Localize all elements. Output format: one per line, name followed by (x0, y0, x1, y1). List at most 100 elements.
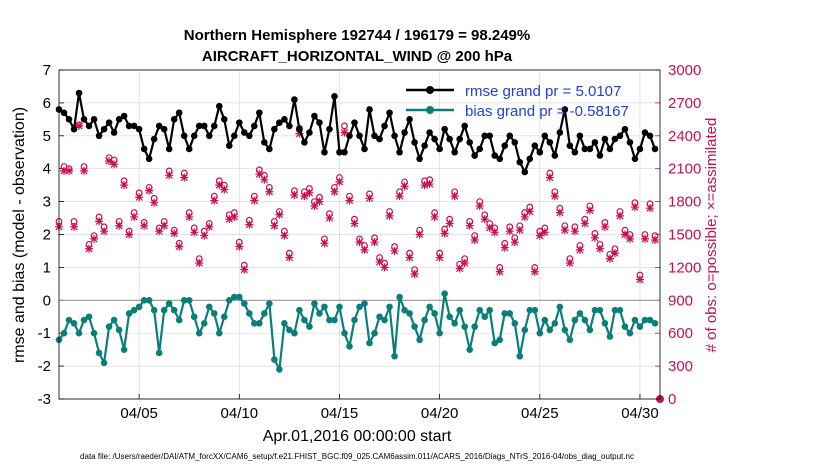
bias-point (396, 293, 403, 301)
rmse-point (311, 112, 318, 120)
bias-point (491, 339, 499, 347)
rmse-point (481, 132, 489, 140)
bias-point (150, 306, 158, 314)
rmse-point (306, 129, 313, 136)
obs-assimilated-point (170, 229, 179, 238)
rmse-point (251, 122, 258, 130)
rmse-point (491, 152, 499, 159)
rmse-point (516, 158, 524, 166)
bias-point (256, 320, 263, 327)
rmse-point (230, 132, 238, 140)
obs-assimilated-point (225, 215, 234, 224)
rmse-point (551, 152, 559, 159)
y2-tick-label: 2700 (668, 95, 701, 112)
rmse-point (210, 122, 218, 130)
rmse-point (426, 129, 433, 136)
bias-point (195, 329, 203, 337)
bias-point (501, 310, 509, 317)
rmse-point (110, 129, 118, 136)
rmse-point (541, 132, 549, 140)
rmse-point (65, 116, 73, 123)
bias-point (90, 329, 98, 337)
obs-assimilated-point (540, 228, 549, 237)
bias-point (271, 356, 278, 363)
obs-assimilated-point (575, 245, 584, 254)
rmse-point (381, 122, 388, 130)
bias-point (641, 316, 649, 324)
rmse-point (616, 132, 624, 140)
bias-point (261, 310, 268, 317)
rmse-point (471, 152, 478, 159)
bias-point (155, 349, 163, 357)
bias-point (581, 316, 589, 324)
bias-point (541, 316, 549, 324)
rmse-point (476, 145, 484, 153)
rmse-point (246, 132, 253, 140)
obs-assimilated-point (240, 265, 249, 274)
bias-point (361, 300, 368, 307)
bias-point (601, 320, 609, 327)
bias-point (170, 306, 178, 314)
obs-assimilated-point (525, 207, 534, 216)
bias-point (441, 290, 448, 298)
bias-point (326, 316, 333, 324)
rmse-point (456, 135, 463, 143)
rmse-point (261, 139, 268, 146)
rmse-point (626, 139, 634, 146)
rmse-point (511, 139, 519, 146)
rmse-point (356, 132, 363, 140)
obs-assimilated-point (380, 263, 389, 272)
bias-point (536, 329, 544, 337)
obs-assimilated-point (250, 196, 259, 205)
rmse-point (351, 119, 358, 126)
obs-assimilated-point (490, 228, 499, 237)
legend-rmse-marker (426, 86, 434, 94)
rmse-series (55, 89, 659, 176)
bias-point (591, 306, 599, 314)
obs-assimilated-point (70, 222, 79, 231)
bias-point (311, 300, 318, 307)
y2-tick-label: 2100 (668, 161, 701, 178)
bias-point (100, 359, 108, 367)
rmse-point (571, 148, 579, 156)
bias-point (371, 329, 378, 337)
obs-assimilated-point (370, 238, 379, 247)
obs-assimilated-point (105, 157, 114, 166)
bias-point (225, 297, 233, 304)
rmse-point (436, 145, 443, 153)
legend-rmse-label: rmse grand pr = 5.0107 (465, 83, 621, 100)
obs-assimilated-point (590, 233, 599, 242)
bias-point (476, 306, 484, 314)
x-tick-label: 04/10 (221, 405, 259, 422)
bias-point (646, 316, 654, 324)
obs-assimilated-point (135, 193, 144, 202)
y2-axis-label: # of obs: o=possible; ×=assimilated (703, 118, 720, 353)
rmse-point (601, 135, 609, 143)
obs-assimilated-point (160, 221, 169, 230)
bias-point (160, 306, 168, 314)
rmse-point (526, 155, 534, 163)
y-tick-label: -1 (38, 325, 51, 342)
rmse-point (581, 145, 589, 153)
rmse-point (225, 142, 233, 149)
obs-assimilated-point (530, 267, 539, 276)
rmse-point (386, 109, 393, 117)
obs-assimilated-point (410, 269, 419, 278)
bias-point (596, 306, 604, 314)
bias-point (631, 316, 639, 324)
x-tick-label: 04/05 (120, 405, 158, 422)
obs-assimilated-point (215, 181, 224, 190)
bias-point (95, 349, 103, 357)
rmse-point (271, 125, 278, 133)
rmse-point (120, 112, 128, 120)
obs-assimilated-point (275, 210, 284, 219)
y2-axis-ticks: 0 300 600 900 1200 1500 1800 2100 2400 2700 3000 (655, 62, 701, 408)
rmse-point (175, 109, 183, 117)
obs-assimilated-point (355, 238, 364, 247)
obs-assimilated-point (260, 175, 269, 184)
obs-assimilated-point (230, 212, 239, 221)
obs-assimilated-point (505, 227, 514, 236)
obs-assimilated-point (200, 231, 209, 240)
bias-point (220, 313, 228, 321)
obs-assimilated-point (100, 227, 109, 236)
